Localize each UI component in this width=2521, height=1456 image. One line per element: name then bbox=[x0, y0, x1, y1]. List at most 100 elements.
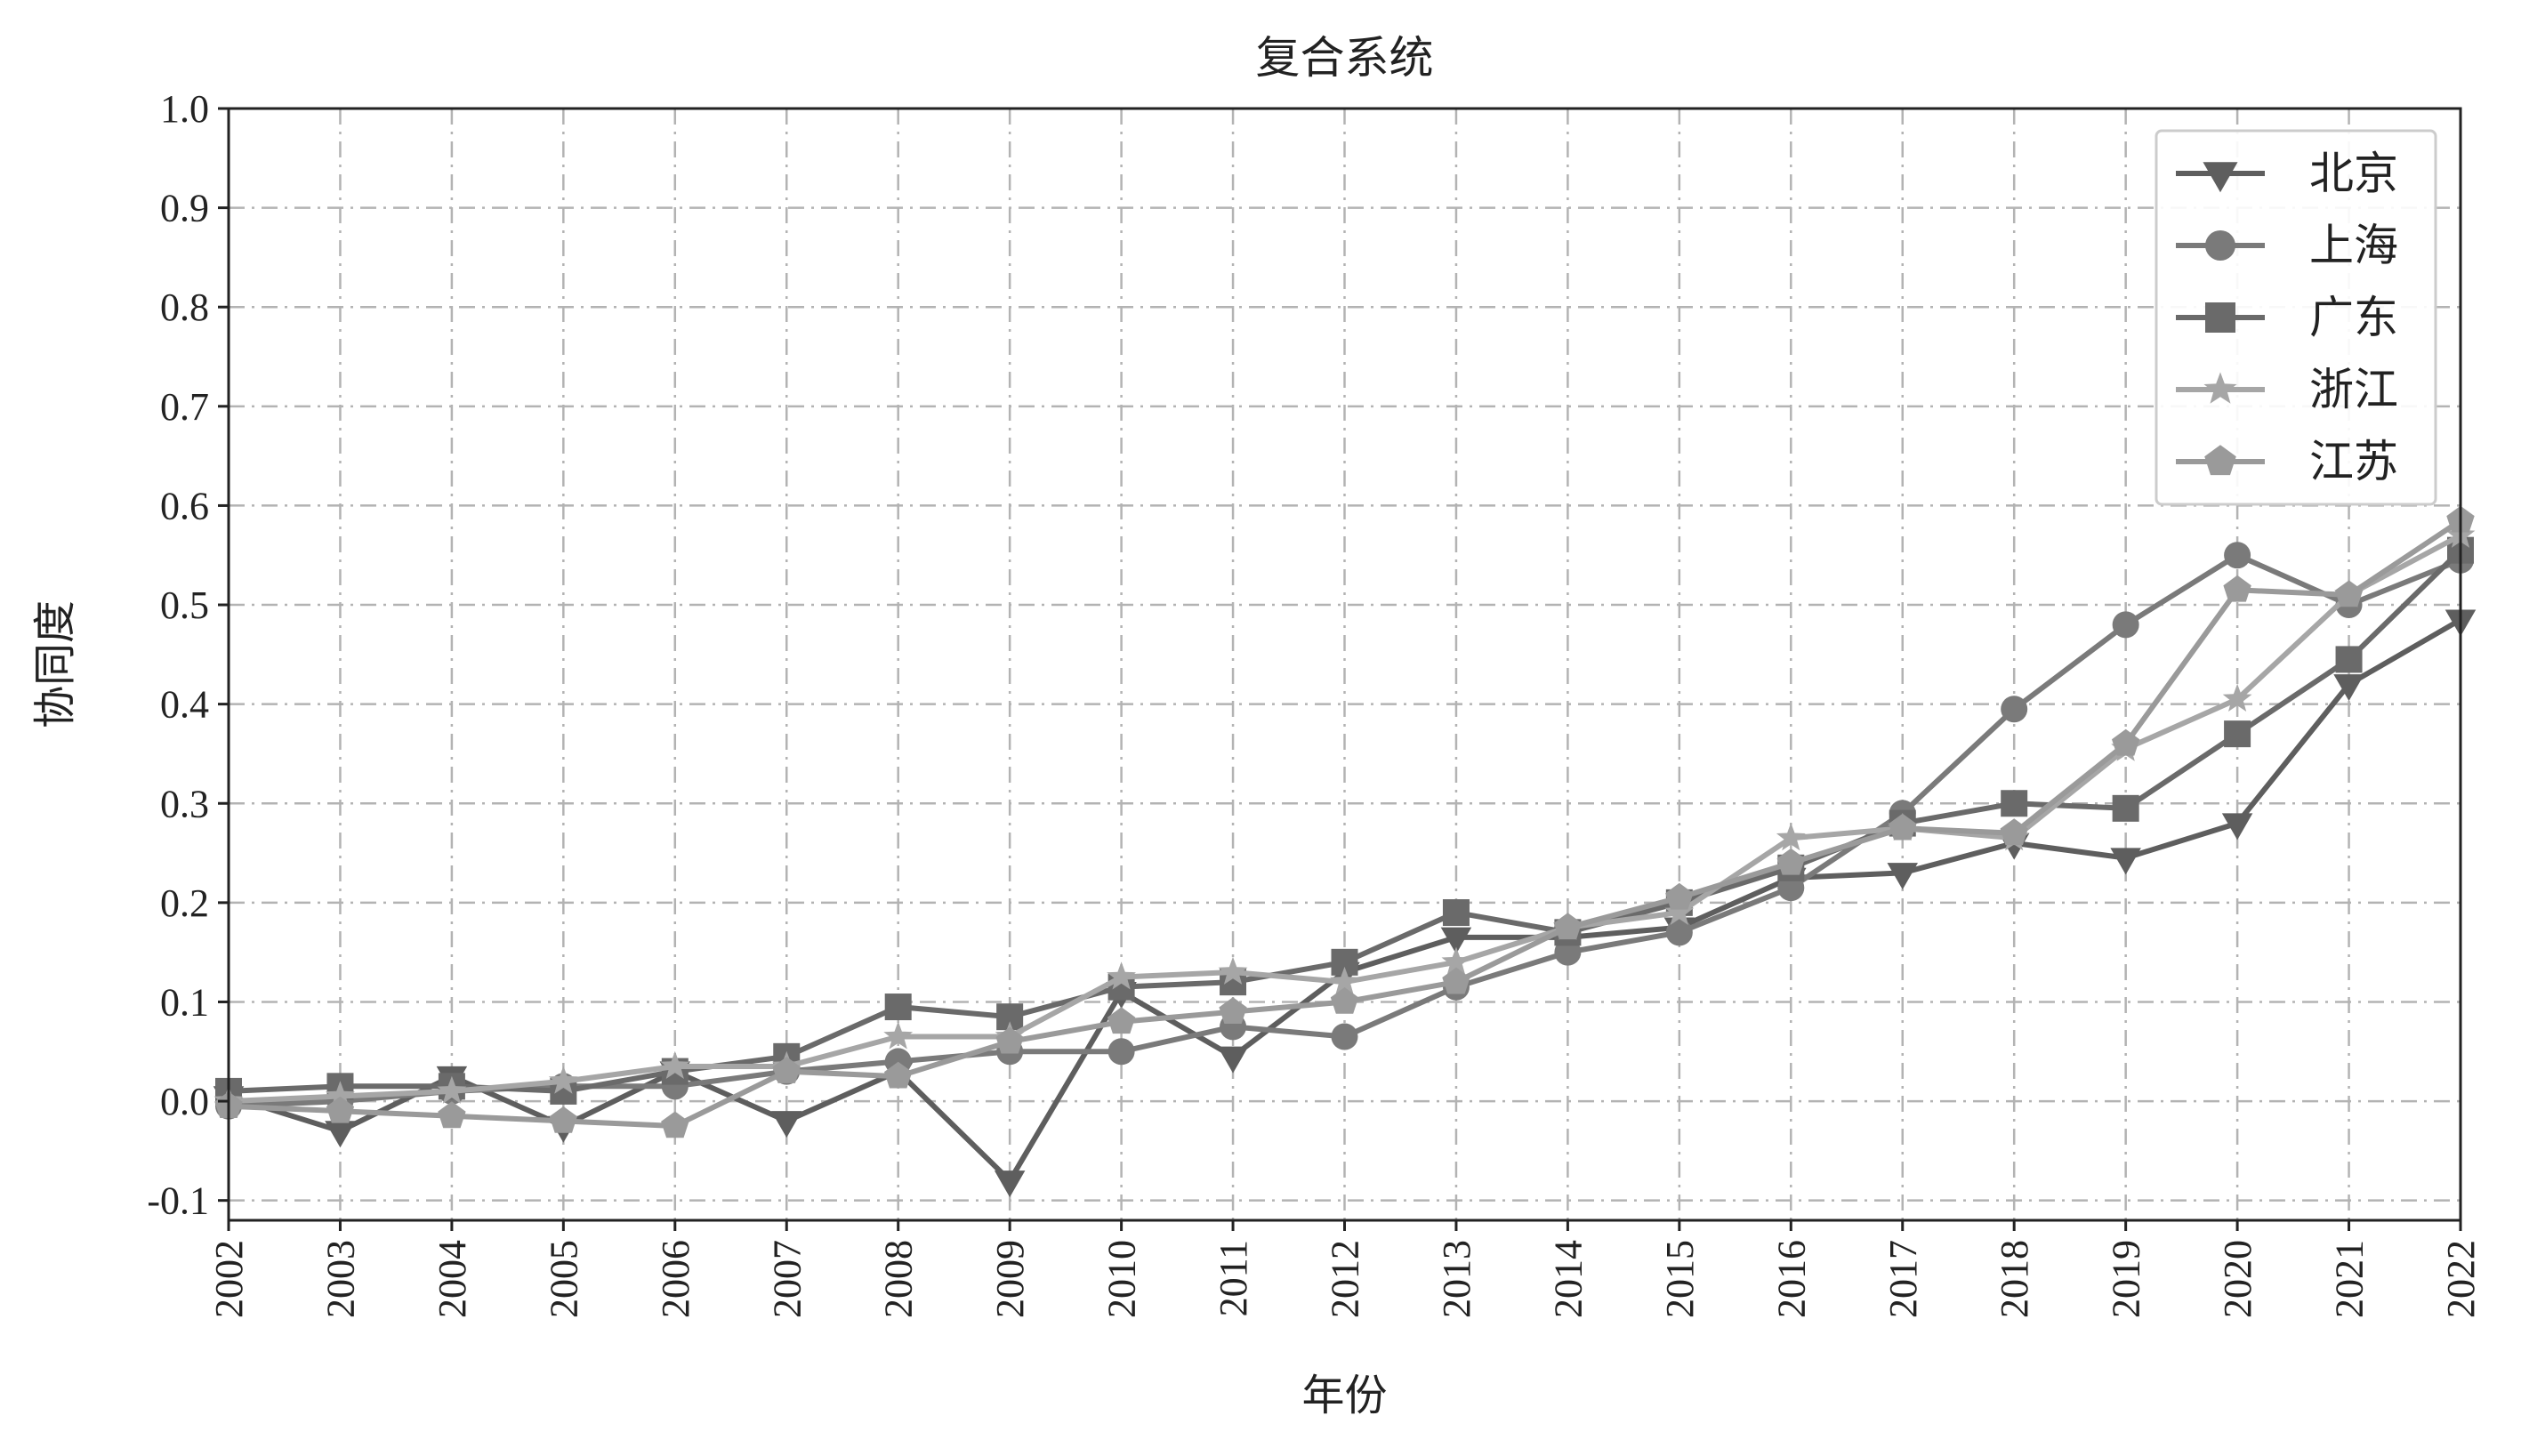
data-point bbox=[1107, 1007, 1136, 1034]
x-tick-label: 2009 bbox=[988, 1240, 1032, 1318]
data-point bbox=[549, 1106, 577, 1133]
data-point bbox=[2224, 542, 2251, 569]
legend-marker bbox=[2203, 372, 2237, 404]
y-tick-label: 0.0 bbox=[160, 1080, 209, 1123]
y-tick-label: 0.6 bbox=[160, 484, 209, 527]
data-point bbox=[1776, 848, 1805, 875]
x-tick-label: 2002 bbox=[207, 1240, 251, 1318]
chart-title: 复合系统 bbox=[1256, 33, 1434, 83]
legend-marker bbox=[2205, 230, 2235, 261]
data-point bbox=[2001, 790, 2028, 817]
data-point bbox=[2112, 794, 2139, 822]
data-point bbox=[1553, 913, 1583, 940]
data-point bbox=[2112, 611, 2139, 639]
x-tick-label: 2010 bbox=[1100, 1240, 1144, 1318]
data-point bbox=[1218, 956, 1248, 985]
data-point bbox=[995, 1026, 1024, 1054]
x-tick-label: 2003 bbox=[318, 1240, 362, 1318]
data-point bbox=[1441, 946, 1471, 975]
legend-label: 浙江 bbox=[2309, 365, 2398, 414]
data-point bbox=[994, 1170, 1026, 1198]
legend-label: 北京 bbox=[2309, 149, 2398, 198]
x-tick-label: 2020 bbox=[2216, 1240, 2259, 1318]
data-point bbox=[438, 1101, 466, 1129]
x-tick-label: 2012 bbox=[1324, 1240, 1367, 1318]
legend-item: 浙江 bbox=[2176, 365, 2398, 414]
x-tick-label: 2016 bbox=[1769, 1240, 1813, 1318]
x-tick-label: 2017 bbox=[1881, 1240, 1925, 1318]
data-point bbox=[1440, 927, 1472, 954]
data-point bbox=[1219, 997, 1247, 1024]
data-point bbox=[1664, 897, 1695, 925]
x-tick-label: 2022 bbox=[2439, 1240, 2483, 1318]
x-tick-label: 2014 bbox=[1546, 1240, 1590, 1318]
y-tick-label: 0.8 bbox=[160, 286, 209, 329]
data-point bbox=[660, 1050, 690, 1079]
series-layer bbox=[213, 505, 2477, 1198]
x-tick-label: 2018 bbox=[1993, 1240, 2036, 1318]
data-point bbox=[437, 1075, 467, 1104]
data-point bbox=[2112, 728, 2140, 756]
y-tick-label: 0.5 bbox=[160, 583, 209, 627]
data-point bbox=[1665, 882, 1694, 910]
data-point bbox=[661, 1111, 689, 1138]
data-point bbox=[2223, 575, 2251, 602]
data-point bbox=[2221, 813, 2253, 841]
legend-item: 上海 bbox=[2176, 221, 2398, 270]
data-point bbox=[884, 993, 912, 1021]
y-tick-label: 0.4 bbox=[160, 683, 209, 727]
data-point bbox=[2335, 646, 2363, 673]
data-point bbox=[2000, 818, 2028, 846]
legend-marker bbox=[2203, 162, 2238, 193]
data-point bbox=[1107, 1038, 1135, 1066]
data-point bbox=[2110, 848, 2141, 875]
legend-item: 江苏 bbox=[2176, 437, 2398, 487]
data-point bbox=[1107, 961, 1136, 990]
x-tick-label: 2021 bbox=[2328, 1240, 2372, 1318]
y-tick-label: 0.3 bbox=[160, 782, 209, 825]
legend-item: 广东 bbox=[2176, 293, 2398, 342]
y-tick-label: 0.1 bbox=[160, 980, 209, 1024]
legend-label: 上海 bbox=[2309, 221, 2398, 270]
data-point bbox=[2001, 696, 2028, 723]
data-point bbox=[1887, 863, 1918, 890]
data-point bbox=[1330, 987, 1359, 1014]
data-point bbox=[1889, 813, 1917, 841]
data-point bbox=[548, 1066, 578, 1094]
data-point bbox=[1330, 966, 1359, 995]
x-axis-title: 年份 bbox=[1301, 1372, 1387, 1420]
legend-marker bbox=[2204, 445, 2236, 476]
y-tick-label: 1.0 bbox=[160, 87, 209, 131]
data-point bbox=[2224, 720, 2251, 748]
y-tick-label: 0.9 bbox=[160, 187, 209, 230]
data-point bbox=[883, 1021, 914, 1050]
y-tick-label: 0.2 bbox=[160, 881, 209, 925]
x-tick-label: 2004 bbox=[431, 1240, 474, 1318]
data-point bbox=[1776, 823, 1806, 851]
data-point bbox=[1665, 919, 1693, 946]
data-point bbox=[2222, 683, 2252, 712]
x-axis: 2002 2003 2004 2005 2006 2007 2008 2009 2010 2011… bbox=[207, 1220, 2483, 1318]
x-tick-label: 2008 bbox=[877, 1240, 921, 1318]
data-point bbox=[884, 1061, 913, 1089]
legend-box bbox=[2155, 129, 2437, 506]
x-tick-label: 2019 bbox=[2105, 1240, 2148, 1318]
legend-label: 广东 bbox=[2309, 293, 2398, 342]
y-axis: -0.1 0.0 0.1 0.2 0.3 0.4 0.5 0.6 0.7 0.8 0.9 1.0 bbox=[147, 87, 229, 1223]
x-tick-label: 2015 bbox=[1658, 1240, 1702, 1318]
data-point bbox=[325, 1121, 356, 1148]
legend-marker bbox=[2205, 302, 2235, 333]
y-tick-label: 0.7 bbox=[160, 385, 209, 429]
data-point bbox=[771, 1111, 802, 1138]
x-tick-label: 2011 bbox=[1212, 1240, 1255, 1316]
x-tick-label: 2005 bbox=[542, 1240, 585, 1318]
data-point bbox=[2333, 674, 2364, 702]
data-point bbox=[1442, 899, 1470, 927]
y-tick-label: -0.1 bbox=[147, 1179, 209, 1223]
data-point bbox=[326, 1096, 355, 1123]
data-point bbox=[772, 1057, 801, 1083]
data-point bbox=[2334, 580, 2364, 607]
